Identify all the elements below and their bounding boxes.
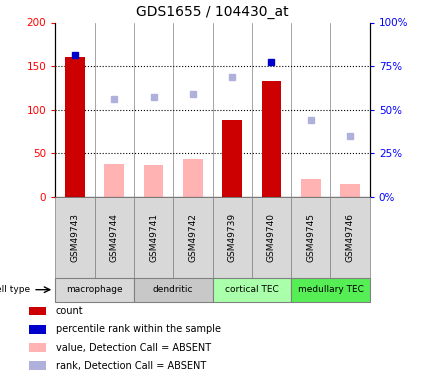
Bar — [134, 197, 173, 278]
Bar — [29, 325, 46, 334]
Text: GSM49742: GSM49742 — [188, 213, 197, 262]
Bar — [183, 159, 203, 197]
Text: GSM49744: GSM49744 — [110, 213, 119, 262]
Bar — [144, 165, 163, 197]
Title: GDS1655 / 104430_at: GDS1655 / 104430_at — [136, 5, 289, 19]
Bar — [252, 197, 291, 278]
Text: value, Detection Call = ABSENT: value, Detection Call = ABSENT — [56, 343, 211, 352]
Bar — [29, 343, 46, 352]
Bar — [291, 278, 370, 302]
Bar — [173, 197, 212, 278]
Text: cortical TEC: cortical TEC — [225, 285, 279, 294]
Text: medullary TEC: medullary TEC — [298, 285, 363, 294]
Text: rank, Detection Call = ABSENT: rank, Detection Call = ABSENT — [56, 361, 206, 371]
Text: dendritic: dendritic — [153, 285, 193, 294]
Bar — [55, 278, 134, 302]
Text: GSM49745: GSM49745 — [306, 213, 315, 262]
Text: macrophage: macrophage — [66, 285, 123, 294]
Bar — [331, 197, 370, 278]
Text: GSM49739: GSM49739 — [228, 213, 237, 262]
Text: percentile rank within the sample: percentile rank within the sample — [56, 324, 221, 334]
Bar — [29, 362, 46, 370]
Bar — [340, 184, 360, 197]
Bar — [212, 197, 252, 278]
Bar — [105, 164, 124, 197]
Bar — [301, 180, 320, 197]
Bar — [212, 278, 291, 302]
Text: GSM49746: GSM49746 — [346, 213, 354, 262]
Bar — [29, 307, 46, 315]
Text: count: count — [56, 306, 83, 316]
Text: cell type: cell type — [0, 285, 31, 294]
Text: GSM49743: GSM49743 — [71, 213, 79, 262]
Bar — [222, 120, 242, 197]
Bar — [262, 81, 281, 197]
Bar — [55, 197, 94, 278]
Bar — [134, 278, 212, 302]
Text: GSM49740: GSM49740 — [267, 213, 276, 262]
Text: GSM49741: GSM49741 — [149, 213, 158, 262]
Bar — [291, 197, 331, 278]
Bar — [94, 197, 134, 278]
Bar — [65, 57, 85, 197]
